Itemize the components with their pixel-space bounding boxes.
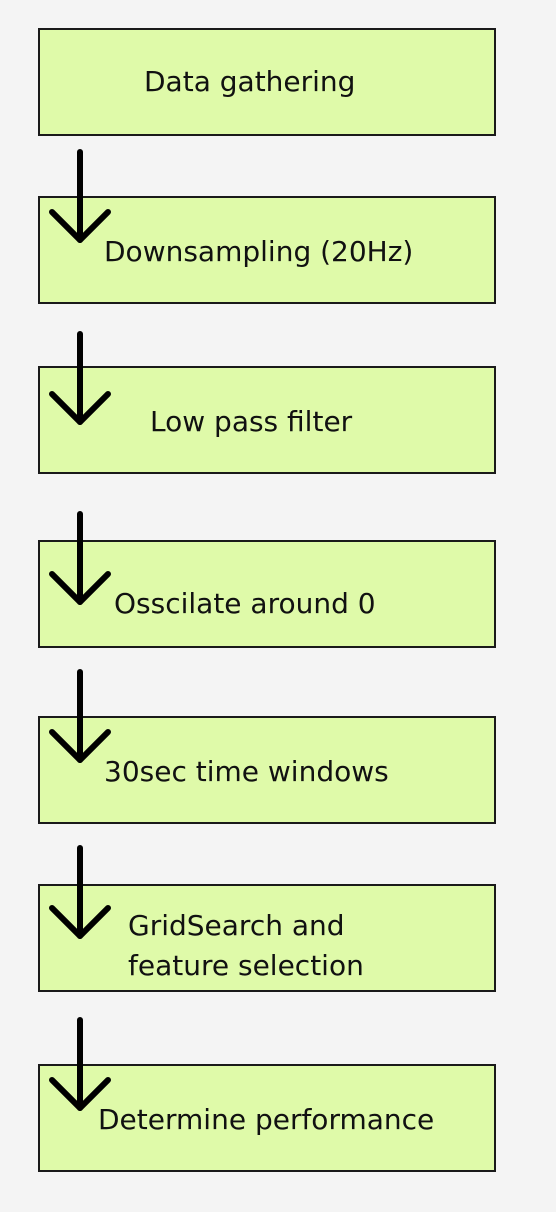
step-box-low-pass-filter: Low pass filter — [38, 366, 496, 474]
step-label: Osscilate around 0 — [114, 587, 376, 620]
down-arrow-icon — [49, 1017, 111, 1111]
step-box-performance: Determine performance — [38, 1064, 496, 1172]
down-arrow-icon — [49, 511, 111, 605]
step-label: Data gathering — [144, 65, 356, 98]
step-label: Downsampling (20Hz) — [104, 235, 414, 268]
step-box-time-windows: 30sec time windows — [38, 716, 496, 824]
step-label: 30sec time windows — [104, 755, 389, 788]
down-arrow-icon — [49, 669, 111, 763]
step-label: Low pass filter — [150, 405, 353, 438]
step-box-data-gathering: Data gathering — [38, 28, 496, 136]
step-label: Determine performance — [98, 1103, 435, 1136]
step-box-downsampling: Downsampling (20Hz) — [38, 196, 496, 304]
step-label-line-1: GridSearch and — [128, 909, 345, 942]
down-arrow-icon — [49, 331, 111, 425]
step-label-line-2: feature selection — [128, 949, 364, 982]
step-box-oscillate: Osscilate around 0 — [38, 540, 496, 648]
step-box-gridsearch: GridSearch and feature selection — [38, 884, 496, 992]
down-arrow-icon — [49, 149, 111, 243]
down-arrow-icon — [49, 845, 111, 939]
